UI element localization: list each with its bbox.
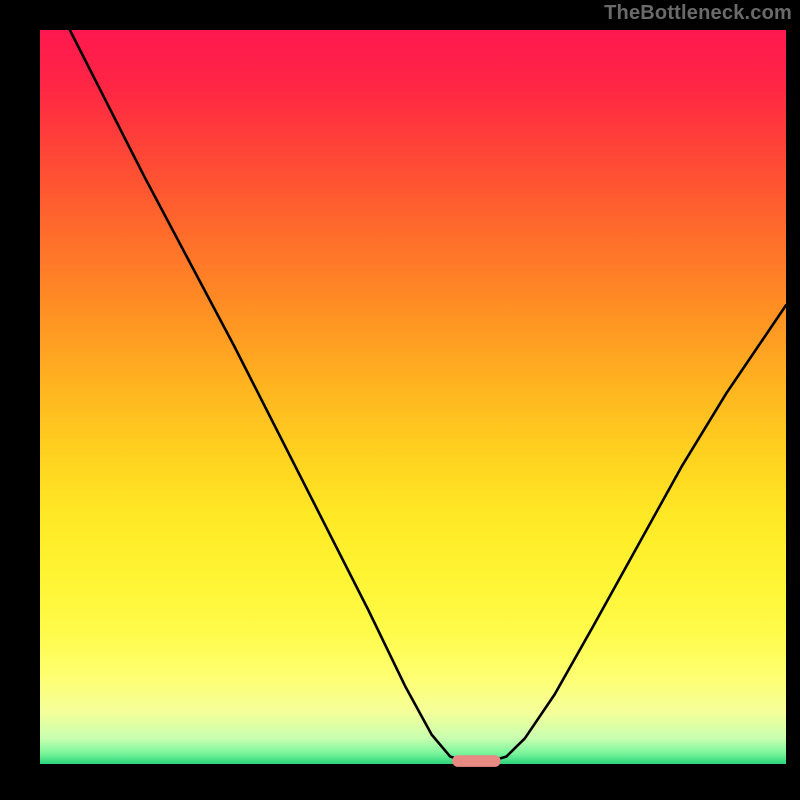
- plot-background: [40, 30, 786, 764]
- watermark-text: TheBottleneck.com: [604, 2, 792, 25]
- bottleneck-chart: [0, 0, 800, 800]
- chart-frame: TheBottleneck.com: [0, 0, 800, 800]
- optimum-marker: [452, 755, 500, 767]
